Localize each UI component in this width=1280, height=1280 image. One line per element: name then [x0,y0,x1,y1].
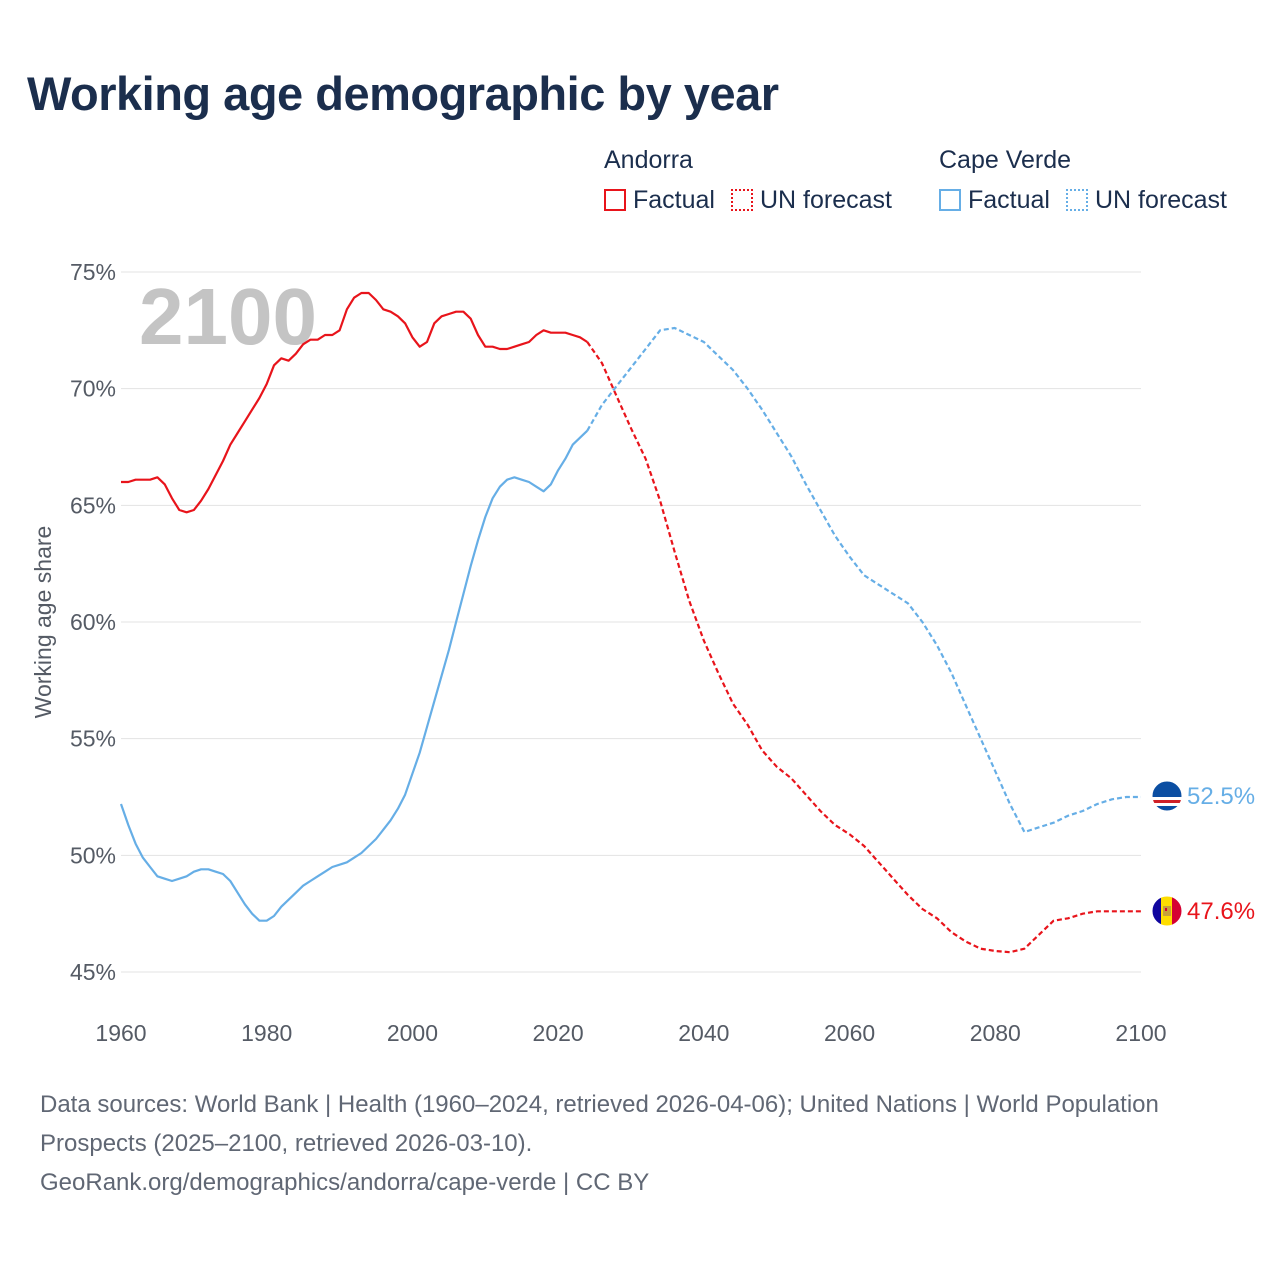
legend-andorra: Andorra Factual UN forecast [604,144,908,214]
series-lines [119,291,1141,954]
andorra-flag-icon [1151,895,1183,927]
andorra-forecast-line[interactable] [586,341,1141,954]
legend-andorra-factual-swatch [604,189,626,211]
y-tick-label: 55% [70,726,116,752]
x-tick-label: 2100 [1115,1020,1166,1046]
x-tick-label: 2080 [970,1020,1021,1046]
y-axis-ticks: 45% 50% 55% 60% 65% 70% 75% [70,259,116,985]
y-axis-label: Working age share [30,526,56,719]
x-axis-ticks: 1960 1980 2000 2020 2040 2060 2080 2100 [95,1020,1166,1046]
credit-link[interactable]: GeoRank.org/demographics/andorra/cape-ve… [40,1169,650,1196]
legend-andorra-forecast[interactable]: UN forecast [730,186,892,214]
x-tick-label: 1960 [95,1020,146,1046]
legend-andorra-factual[interactable]: Factual [604,186,715,214]
y-tick-label: 70% [70,376,116,402]
cape-verde-flag-icon [1151,780,1183,812]
y-tick-label: 50% [70,842,116,868]
y-tick-label: 75% [70,259,116,285]
y-tick-label: 65% [70,492,116,518]
cape-verde-end-label: 52.5% [1187,783,1255,810]
cape-verde-forecast-line[interactable] [586,326,1141,834]
y-tick-label: 45% [70,959,116,985]
legend-cape-verde-factual[interactable]: Factual [939,186,1050,214]
legend-andorra-forecast-label: UN forecast [759,186,892,214]
legend-andorra-forecast-swatch [730,189,753,211]
legend-cape-verde: Cape Verde Factual UN forecast [939,144,1243,214]
x-tick-label: 2040 [678,1020,729,1046]
y-tick-label: 60% [70,609,116,635]
year-overlay-label: 2100 [139,272,317,361]
legend-andorra-title: Andorra [604,146,693,174]
gridlines [121,271,1141,973]
x-tick-label: 2060 [824,1020,875,1046]
andorra-end-label: 47.6% [1187,898,1255,925]
footer: Data sources: World Bank | Health (1960–… [40,1085,1190,1202]
x-tick-label: 2000 [387,1020,438,1046]
legend-cape-verde-forecast[interactable]: UN forecast [1065,186,1227,214]
chart-title: Working age demographic by year [27,67,779,120]
legend-cape-verde-forecast-label: UN forecast [1094,186,1227,214]
legend-cape-verde-factual-swatch [939,189,961,211]
x-tick-label: 1980 [241,1020,292,1046]
data-sources-note: Data sources: World Bank | Health (1960–… [40,1091,1159,1157]
andorra-factual-line[interactable] [121,291,588,514]
legend-andorra-factual-label: Factual [633,186,715,214]
legend-cape-verde-forecast-swatch [1065,189,1088,211]
legend-cape-verde-factual-label: Factual [968,186,1050,214]
legend-cape-verde-title: Cape Verde [939,146,1072,174]
x-tick-label: 2020 [533,1020,584,1046]
cape-verde-factual-line[interactable] [119,429,589,922]
